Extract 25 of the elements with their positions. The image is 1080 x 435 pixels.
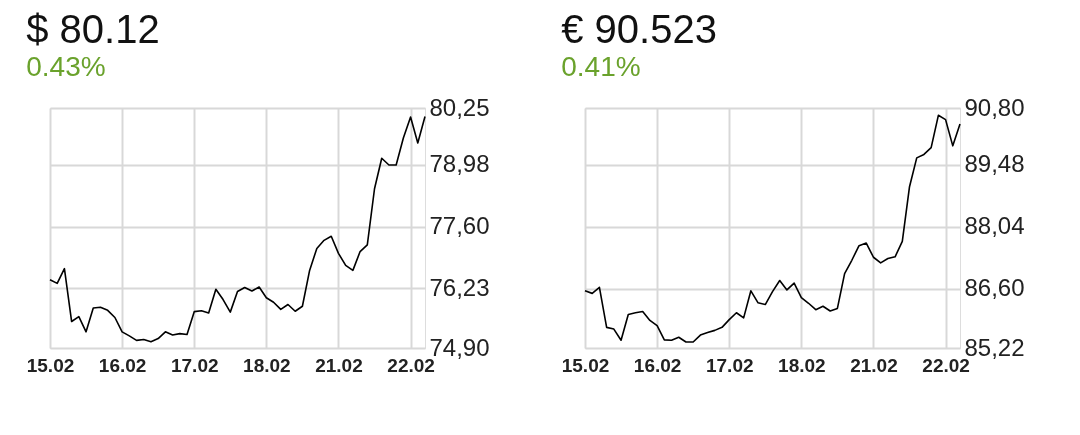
- x-tick-label: 17.02: [170, 354, 219, 376]
- x-tick-label: 18.02: [243, 354, 291, 376]
- x-tick-label: 21.02: [315, 354, 363, 376]
- x-tick-label: 15.02: [26, 354, 75, 376]
- y-tick-label: 77,60: [429, 212, 490, 240]
- line-series: [584, 114, 961, 343]
- chart-subtitle: 0.41%: [561, 51, 641, 82]
- line-series: [49, 115, 426, 343]
- x-tick-label: 17.02: [705, 354, 754, 376]
- x-tick-label: 18.02: [778, 354, 826, 376]
- x-tick-label: 16.02: [98, 354, 147, 376]
- chart-title: $ 80.12: [26, 7, 160, 51]
- y-tick-label: 78,98: [429, 150, 490, 178]
- x-tick-label: 21.02: [850, 354, 898, 376]
- chart-subtitle: 0.43%: [26, 51, 106, 82]
- x-tick-label: 22.02: [387, 354, 435, 376]
- y-tick-label: 88,04: [964, 212, 1025, 240]
- y-tick-label: 89,48: [964, 150, 1025, 178]
- y-tick-label: 86,60: [964, 274, 1025, 302]
- chart-title: € 90.523: [561, 7, 717, 51]
- x-tick-label: 15.02: [561, 354, 610, 376]
- y-tick-label: 76,23: [429, 273, 490, 301]
- y-tick-label: 90,80: [964, 93, 1025, 121]
- x-tick-label: 16.02: [633, 354, 682, 376]
- y-tick-label: 80,25: [429, 93, 490, 121]
